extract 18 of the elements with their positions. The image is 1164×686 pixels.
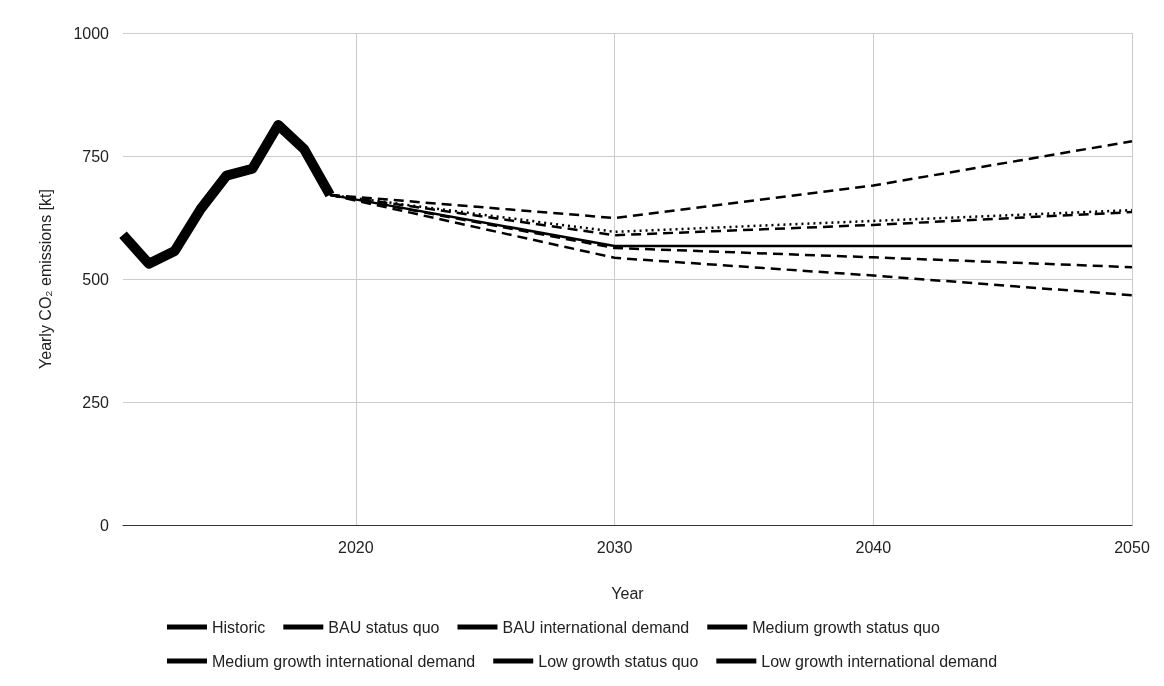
- y-axis-title: Yearly CO₂ emissions [kt]: [36, 189, 54, 369]
- x-tick-label: 2050: [1114, 538, 1150, 556]
- x-axis-title: Year: [611, 584, 645, 602]
- y-tick-label: 1000: [73, 24, 110, 42]
- legend-label: Historic: [211, 618, 266, 636]
- y-tick-label: 750: [82, 147, 110, 165]
- legend-label: Low growth international demand: [761, 652, 998, 670]
- legend-label: Medium growth international demand: [211, 652, 476, 670]
- legend-label: BAU international demand: [502, 618, 690, 636]
- x-tick-label: 2030: [596, 538, 633, 556]
- legend-label: BAU status quo: [328, 618, 440, 636]
- legend-label: Low growth status quo: [538, 652, 699, 670]
- y-tick-label: 250: [82, 393, 110, 411]
- x-tick-label: 2040: [855, 538, 892, 556]
- legend-label: Medium growth status quo: [752, 618, 941, 636]
- y-tick-label: 500: [82, 270, 110, 288]
- x-tick-label: 2020: [338, 538, 374, 556]
- y-tick-label: 0: [100, 516, 110, 534]
